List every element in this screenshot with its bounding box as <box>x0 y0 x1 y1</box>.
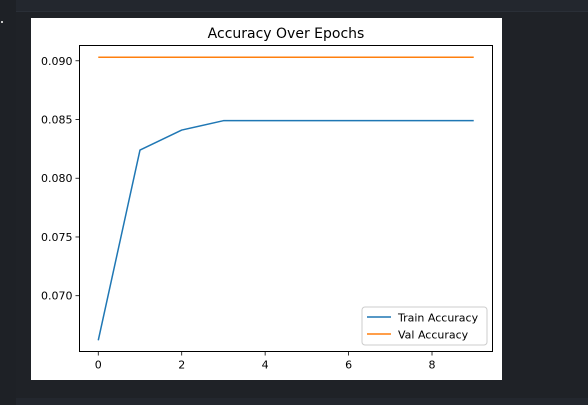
x-tick-label: 6 <box>345 359 352 372</box>
x-tick-label: 0 <box>95 359 102 372</box>
y-tick-label: 0.085 <box>41 114 73 127</box>
bottom-strip <box>16 398 588 405</box>
ticks-group: 0 2 4 6 8 0.070 0.075 0.080 0.085 0.090 <box>41 55 436 372</box>
y-tick-label: 0.080 <box>41 172 73 185</box>
chart-figure: Accuracy Over Epochs 0 2 4 6 8 0.070 0.075 0.08… <box>31 18 502 380</box>
left-gutter <box>0 0 16 405</box>
gutter-dot <box>1 21 3 23</box>
x-tick-label: 8 <box>429 359 436 372</box>
legend: Train Accuracy Val Accuracy <box>361 306 488 346</box>
chart-title: Accuracy Over Epochs <box>208 26 365 42</box>
legend-box <box>361 306 488 346</box>
train-accuracy-line <box>97 119 474 341</box>
accuracy-chart: Accuracy Over Epochs 0 2 4 6 8 0.070 0.075 0.08… <box>41 26 493 372</box>
series-group <box>97 56 474 341</box>
x-tick-label: 4 <box>262 359 269 372</box>
legend-val-label: Val Accuracy <box>398 329 469 342</box>
y-tick-label: 0.075 <box>41 231 73 244</box>
x-tick-label: 2 <box>178 359 185 372</box>
legend-train-label: Train Accuracy <box>397 312 479 325</box>
plot-area-frame <box>79 45 493 352</box>
top-strip <box>16 0 588 12</box>
y-tick-label: 0.070 <box>41 290 73 303</box>
y-tick-label: 0.090 <box>41 55 73 68</box>
